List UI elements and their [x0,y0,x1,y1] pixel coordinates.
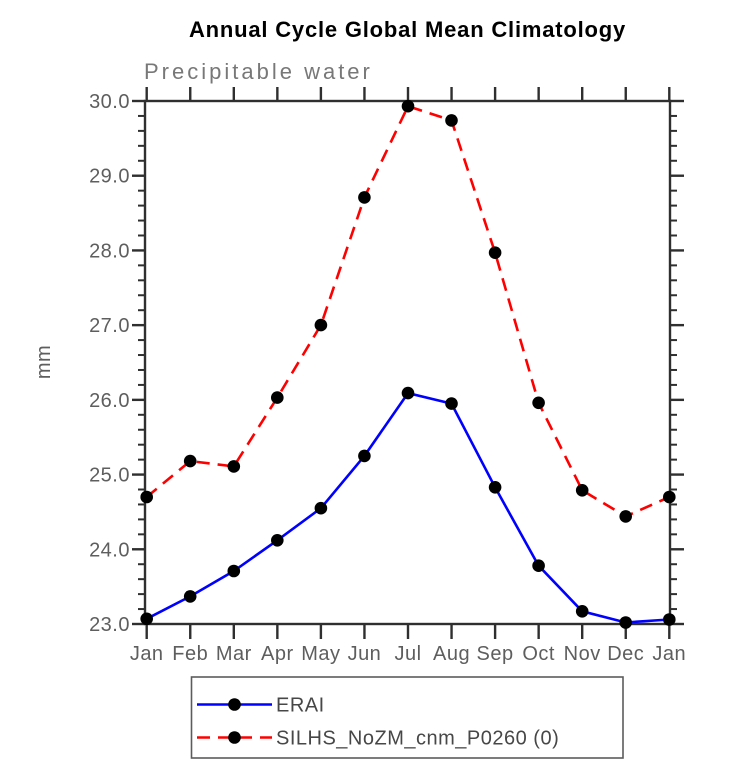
x-tick-label: Feb [172,643,208,665]
x-tick-label: Jul [394,643,421,665]
data-point-marker [575,484,589,497]
x-tick-label: Sep [477,643,514,665]
x-tick-label: Nov [564,643,601,665]
chart-title: Annual Cycle Global Mean Climatology [188,17,627,42]
data-point-marker [445,114,458,127]
axes: 23.0 24.0 25.0 26.0 27.0 28.0 29.0 30.0 Jan Feb Ma… [33,87,686,665]
legend: ERAI SILHS_NoZM_cnm_P0260 (0) [190,676,624,759]
x-tick-label: Jun [348,643,382,665]
y-tick-label: 27.0 [89,315,130,337]
data-point-marker [575,605,589,618]
legend-label: SILHS_NoZM_cnm_P0260 (0) [276,728,559,750]
data-point-marker [140,490,153,504]
y-tick-label: 23.0 [89,614,130,636]
data-point-marker [314,501,328,515]
data-point-marker [227,564,241,578]
x-tick-label: May [301,643,340,665]
data-point-marker [401,99,415,113]
plot-frame [143,99,672,626]
data-point-marker [488,481,502,494]
data-point-marker [532,559,545,572]
legend-box [190,676,624,759]
legend-row: ERAI [197,695,325,717]
y-tick-label: 28.0 [89,240,130,262]
y-axis-title: mm [33,345,55,379]
data-point-marker [140,612,153,626]
x-tick-label: Dec [607,643,644,665]
y-tick-label: 29.0 [89,166,130,188]
x-tick-label: Aug [433,643,470,665]
data-point-marker [445,397,458,410]
chart-subtitle: Precipitable water [144,59,373,84]
data-point-marker [271,391,284,404]
data-point-marker [358,191,371,204]
data-point-marker [314,318,328,332]
legend-row: SILHS_NoZM_cnm_P0260 (0) [197,728,559,750]
data-point-marker [532,396,545,410]
x-tick-label: Jan [130,643,164,665]
data-point-marker [663,613,676,626]
x-tick-label: Apr [261,643,294,665]
x-tick-labels: Jan Feb Mar Apr May Jun Jul Aug Sep Oct Nov Dec Jan [130,643,686,665]
data-point-marker [358,449,371,463]
legend-marker [228,731,241,744]
legend-marker [228,698,241,711]
data-point-marker [619,510,632,523]
series-line [146,391,670,624]
data-point-marker [183,454,197,468]
y-tick-label: 25.0 [89,465,130,487]
x-tick-label: Oct [522,643,555,665]
data-point-marker [227,460,241,473]
x-ticks [145,87,671,639]
data-point-marker [183,590,197,603]
y-tick-label: 26.0 [89,390,130,412]
y-tick-labels: 23.0 24.0 25.0 26.0 27.0 28.0 29.0 30.0 [89,91,130,636]
data-point-marker [488,246,502,259]
series-erai [140,386,676,629]
y-tick-label: 30.0 [89,91,130,113]
data-point-marker [401,386,415,400]
legend-label: ERAI [276,695,325,717]
series-line [145,104,670,518]
y-tick-label: 24.0 [89,539,130,561]
y-minor-ticks [138,114,677,611]
data-point-marker [619,616,632,629]
x-tick-label: Jan [652,643,686,665]
series-silhs-nozm-cnm-p0260-0- [140,99,676,523]
data-point-marker [663,490,676,504]
x-tick-label: Mar [216,643,252,665]
y-major-ticks [132,99,684,626]
data-point-marker [271,534,284,547]
